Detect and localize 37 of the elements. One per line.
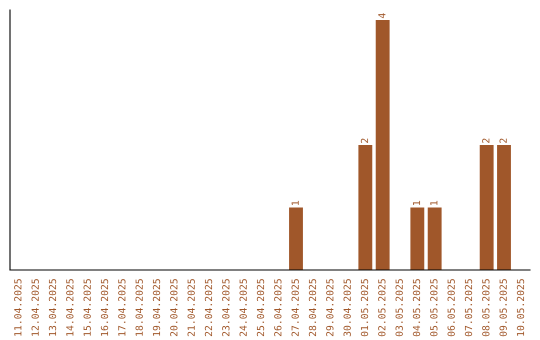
x-tick-label: 06.05.2025 bbox=[447, 279, 455, 336]
x-tick-label: 21.04.2025 bbox=[187, 279, 195, 336]
x-tick-label: 05.05.2025 bbox=[430, 279, 438, 336]
x-tick-label: 30.04.2025 bbox=[343, 279, 351, 336]
x-tick-label: 20.04.2025 bbox=[170, 279, 178, 336]
data-label: 1 bbox=[412, 200, 420, 205]
x-tick-label: 10.05.2025 bbox=[516, 279, 524, 336]
data-label: 1 bbox=[292, 200, 299, 205]
data-label: 2 bbox=[360, 138, 368, 143]
x-tick-label: 18.04.2025 bbox=[135, 279, 143, 336]
x-tick-label: 03.05.2025 bbox=[395, 279, 403, 336]
x-tick-label: 26.04.2025 bbox=[274, 279, 282, 336]
x-tick-label: 23.04.2025 bbox=[222, 279, 230, 336]
x-tick-label: 17.04.2025 bbox=[118, 279, 126, 336]
x-tick-label: 25.04.2025 bbox=[256, 279, 264, 336]
x-tick-label: 13.04.2025 bbox=[48, 279, 56, 336]
x-tick-label: 15.04.2025 bbox=[83, 279, 91, 336]
x-tick-label: 24.04.2025 bbox=[239, 279, 247, 336]
x-tick-label: 04.05.2025 bbox=[412, 279, 420, 336]
x-tick-label: 09.05.2025 bbox=[499, 279, 507, 336]
x-tick-label: 02.05.2025 bbox=[378, 279, 386, 336]
x-tick-label: 01.05.2025 bbox=[360, 279, 368, 336]
x-tick-label: 19.04.2025 bbox=[152, 279, 160, 336]
x-tick-label: 29.04.2025 bbox=[326, 279, 334, 336]
x-tick-label: 28.04.2025 bbox=[308, 279, 316, 336]
x-tick-label: 27.04.2025 bbox=[291, 279, 299, 336]
x-tick-label: 14.04.2025 bbox=[66, 279, 74, 336]
data-label: 4 bbox=[378, 13, 386, 18]
data-label: 1 bbox=[430, 200, 438, 205]
x-tick-label: 07.05.2025 bbox=[464, 279, 472, 336]
data-label: 2 bbox=[499, 138, 507, 143]
x-tick-label: 12.04.2025 bbox=[31, 279, 39, 336]
x-tick-label: 08.05.2025 bbox=[482, 279, 490, 336]
x-tick-label: 16.04.2025 bbox=[100, 279, 108, 336]
data-label: 2 bbox=[482, 138, 490, 143]
x-tick-label: 11.04.2025 bbox=[14, 279, 22, 336]
x-tick-label: 22.04.2025 bbox=[204, 279, 212, 336]
